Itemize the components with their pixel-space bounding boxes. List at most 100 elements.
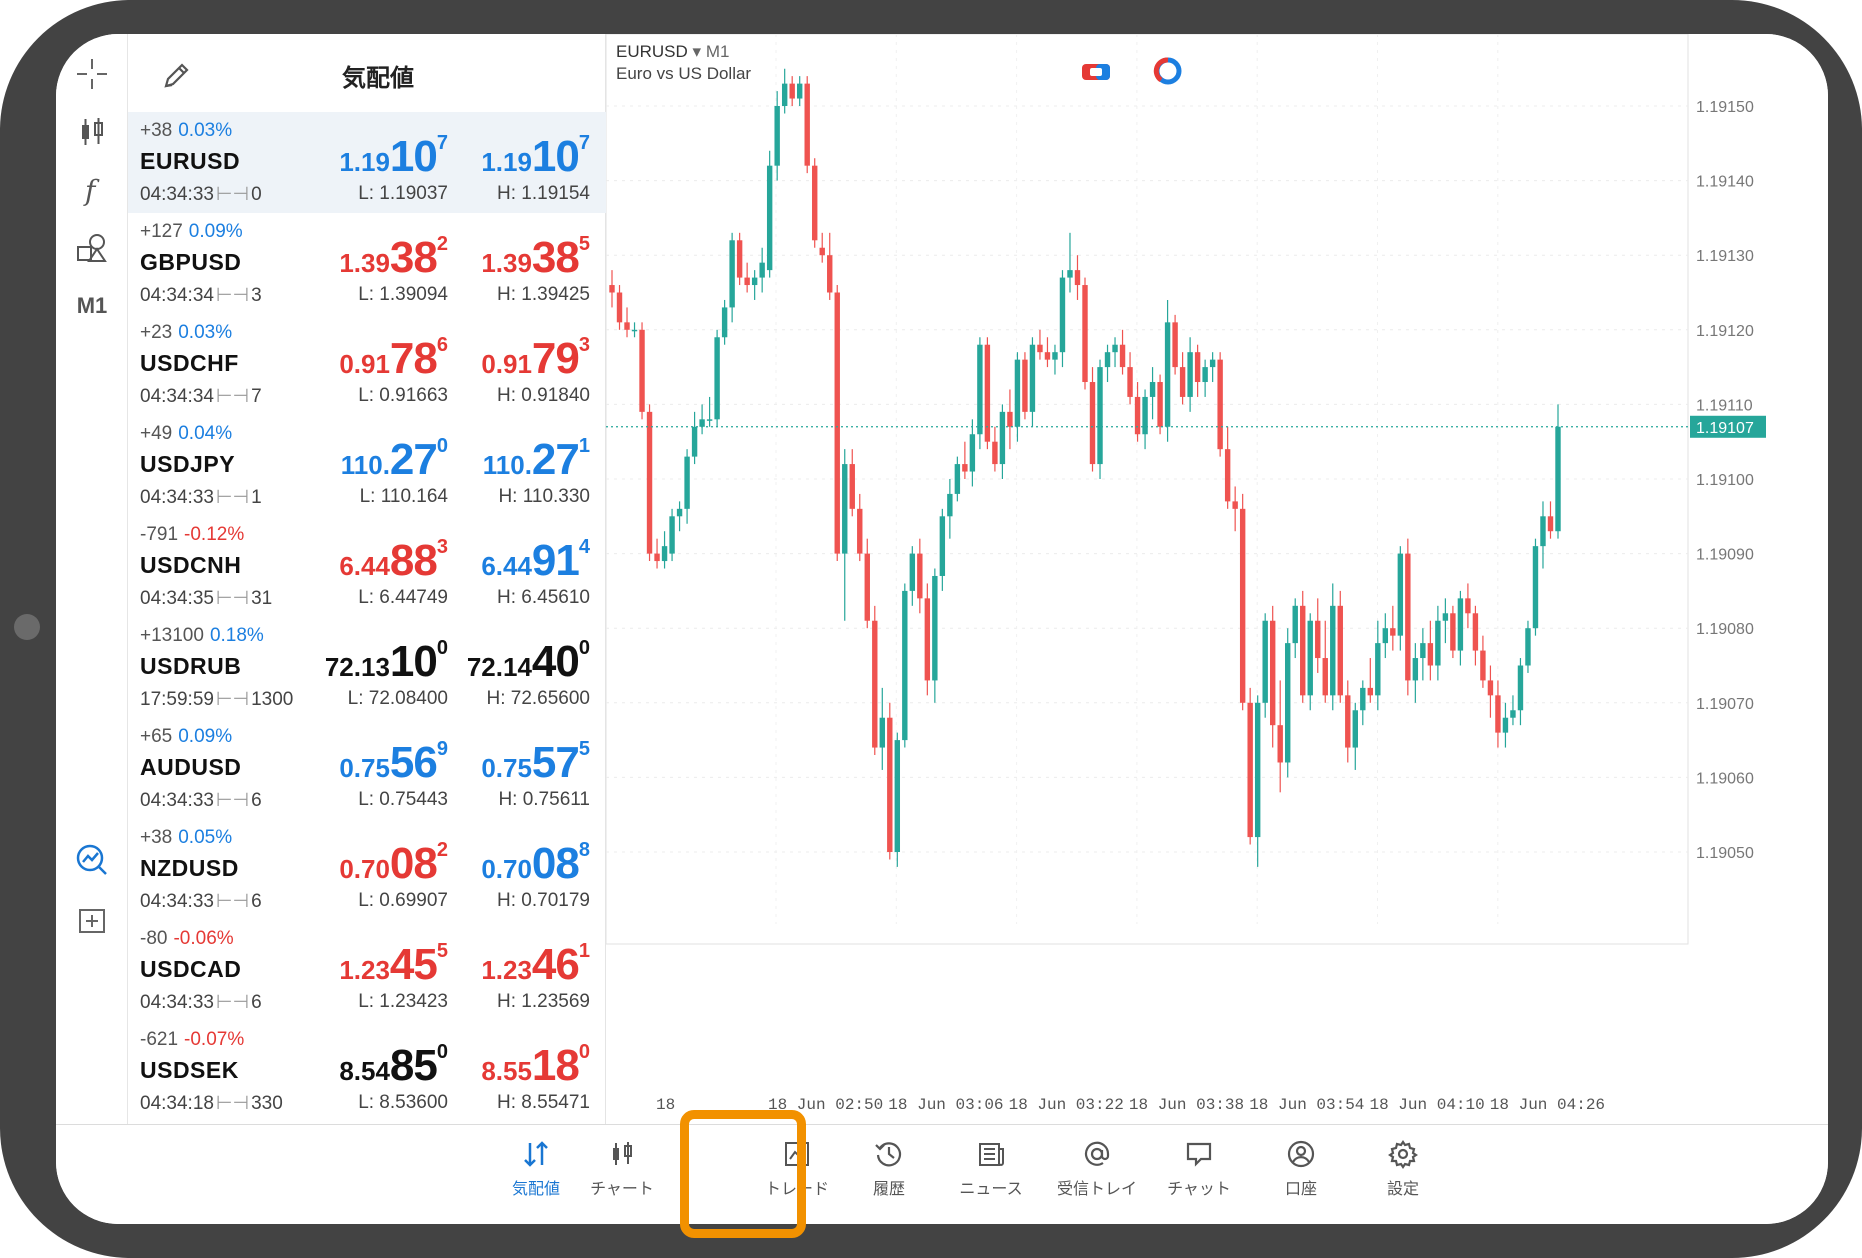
spread-icon: ⊢⊣: [215, 689, 250, 710]
ask-price[interactable]: 6.44914: [440, 536, 590, 586]
candle-body: [954, 464, 961, 494]
add-window-icon[interactable]: [64, 894, 120, 946]
quote-change: -80 -0.06%: [140, 928, 234, 950]
quote-time-value: 04:34:34: [140, 386, 214, 407]
candle-body: [654, 553, 660, 562]
spread-icon: ⊢⊣: [215, 487, 250, 508]
candle-body: [646, 411, 653, 554]
one-click-trading-icon[interactable]: [1079, 54, 1113, 88]
tab-mailbox[interactable]: 受信トレイ: [1049, 1137, 1145, 1209]
candle-body: [1239, 508, 1246, 703]
quote-spread: 31: [251, 588, 273, 609]
candle-body: [1352, 710, 1358, 748]
tab-news[interactable]: ニュース: [943, 1137, 1039, 1209]
tab-chart[interactable]: チャート: [574, 1137, 670, 1209]
timeframe-button[interactable]: M1: [76, 293, 108, 318]
price-chart[interactable]: 1.19050 1.19060 1.19070 1.19080 1.19090 1.191…: [606, 34, 1828, 1124]
candle-body: [872, 620, 878, 748]
quote-row-usdrub[interactable]: +13100 0.18% USDRUB 17:59:59 ⊢⊣ 1300 72.13100 7…: [128, 617, 606, 718]
ask-price-main: 0.91: [481, 349, 532, 379]
quote-row-audusd[interactable]: +65 0.09% AUDUSD 04:34:33 ⊢⊣ 6 0.75569 0.75575 L…: [128, 718, 606, 819]
svg-text:f: f: [83, 174, 100, 207]
ask-price-fraction: 8: [578, 839, 590, 861]
ask-price[interactable]: 1.19107: [440, 132, 590, 182]
ask-price[interactable]: 0.70088: [440, 839, 590, 889]
bid-price[interactable]: 1.39382: [298, 233, 448, 283]
quote-row-usdcad[interactable]: -80 -0.06% USDCAD 04:34:33 ⊢⊣ 6 1.23455 1.23461…: [128, 920, 606, 1021]
ask-price-pips: 10: [531, 132, 580, 181]
chart-symbol-label[interactable]: EURUSD ▾ M1: [616, 42, 729, 62]
tab-chart-label: チャート: [590, 1181, 654, 1198]
bid-price-pips: 10: [389, 132, 438, 181]
pencil-icon[interactable]: [158, 58, 194, 94]
tab-history[interactable]: 履歴: [841, 1137, 937, 1209]
ask-price-main: 0.70: [481, 854, 532, 884]
quote-change-points: -80: [140, 928, 168, 949]
tab-chat-label: チャット: [1167, 1181, 1231, 1198]
quote-row-eurusd[interactable]: +38 0.03% EURUSD 04:34:33 ⊢⊣ 0 1.19107 1.19107 L…: [128, 112, 606, 213]
candle-body: [1052, 352, 1058, 360]
bid-price[interactable]: 110.270: [298, 435, 448, 485]
bid-price[interactable]: 1.19107: [298, 132, 448, 182]
quote-time: 04:34:18 ⊢⊣ 330: [140, 1092, 283, 1115]
quote-row-usdchf[interactable]: +23 0.03% USDCHF 04:34:34 ⊢⊣ 7 0.91786 0.91793 L…: [128, 314, 606, 415]
quote-time: 04:34:33 ⊢⊣ 6: [140, 890, 262, 913]
tab-quotes[interactable]: 気配値: [488, 1137, 584, 1209]
bid-price[interactable]: 0.75569: [298, 738, 448, 788]
bid-price[interactable]: 0.91786: [298, 334, 448, 384]
bid-price[interactable]: 6.44883: [298, 536, 448, 586]
ask-price[interactable]: 1.39385: [440, 233, 590, 283]
quote-symbol: USDJPY: [140, 451, 236, 477]
crosshair-icon[interactable]: [64, 48, 120, 100]
bid-price-main: 1.23: [339, 955, 390, 985]
candle-body: [999, 411, 1006, 465]
chart-type-icon[interactable]: [64, 106, 120, 158]
bid-price-main: 8.54: [339, 1056, 390, 1086]
bid-price-fraction: 9: [436, 738, 448, 760]
indicators-icon[interactable]: f: [64, 164, 120, 216]
quote-row-nzdusd[interactable]: +38 0.05% NZDUSD 04:34:33 ⊢⊣ 6 0.70082 0.70088 L…: [128, 819, 606, 920]
quote-low: L: 72.08400: [347, 688, 448, 709]
tab-account[interactable]: 口座: [1253, 1137, 1349, 1209]
ask-price-main: 8.55: [481, 1056, 532, 1086]
bid-price[interactable]: 1.23455: [298, 940, 448, 990]
quote-time-value: 17:59:59: [140, 689, 214, 710]
candle-body: [706, 419, 713, 421]
time-tick-label: 18 Jun 03:38: [1129, 1096, 1244, 1114]
quote-change: -621 -0.07%: [140, 1029, 244, 1051]
candle-body: [1157, 382, 1163, 427]
bid-price[interactable]: 8.54850: [298, 1041, 448, 1091]
candle-body: [1412, 658, 1419, 681]
ask-price[interactable]: 8.55180: [440, 1041, 590, 1091]
ask-price[interactable]: 0.75575: [440, 738, 590, 788]
quote-row-usdjpy[interactable]: +49 0.04% USDJPY 04:34:33 ⊢⊣ 1 110.270 110.271 L…: [128, 415, 606, 516]
candle-body: [624, 322, 630, 330]
tab-trade[interactable]: トレード: [749, 1137, 845, 1209]
quote-spread: 6: [251, 790, 262, 811]
trade-signal-icon[interactable]: [64, 834, 120, 886]
bid-price[interactable]: 0.70082: [298, 839, 448, 889]
candle-body: [969, 434, 976, 472]
ask-price-main: 110.: [482, 450, 532, 480]
chart-area[interactable]: 1.19050 1.19060 1.19070 1.19080 1.19090 1.191…: [606, 34, 1828, 1124]
quote-row-usdcnh[interactable]: -791 -0.12% USDCNH 04:34:35 ⊢⊣ 31 6.44883 6.449…: [128, 516, 606, 617]
quote-row-usdsek[interactable]: -621 -0.07% USDSEK 04:34:18 ⊢⊣ 330 8.54850 8.55…: [128, 1021, 606, 1122]
ask-price[interactable]: 0.91793: [440, 334, 590, 384]
time-tick-label: 18 Jun 03:06: [888, 1096, 1003, 1114]
bid-price[interactable]: 72.13100: [298, 637, 448, 687]
candle-body: [1525, 628, 1531, 666]
quote-change-points: -621: [140, 1029, 179, 1050]
market-depth-icon[interactable]: [1151, 54, 1185, 88]
ask-price[interactable]: 72.14400: [440, 637, 590, 687]
tab-settings[interactable]: 設定: [1355, 1137, 1451, 1209]
candle-body: [939, 516, 946, 576]
tab-chat[interactable]: チャット: [1151, 1137, 1247, 1209]
quote-row-gbpusd[interactable]: +127 0.09% GBPUSD 04:34:34 ⊢⊣ 3 1.39382 1.39385…: [128, 213, 606, 314]
ask-price[interactable]: 1.23461: [440, 940, 590, 990]
quote-symbol: USDSEK: [140, 1057, 239, 1083]
candle-body: [1187, 352, 1193, 397]
objects-icon[interactable]: [64, 222, 120, 274]
ask-price[interactable]: 110.271: [440, 435, 590, 485]
ask-price-fraction: 5: [578, 738, 590, 760]
time-tick-label: 18 Jun 03:22: [1009, 1096, 1124, 1114]
